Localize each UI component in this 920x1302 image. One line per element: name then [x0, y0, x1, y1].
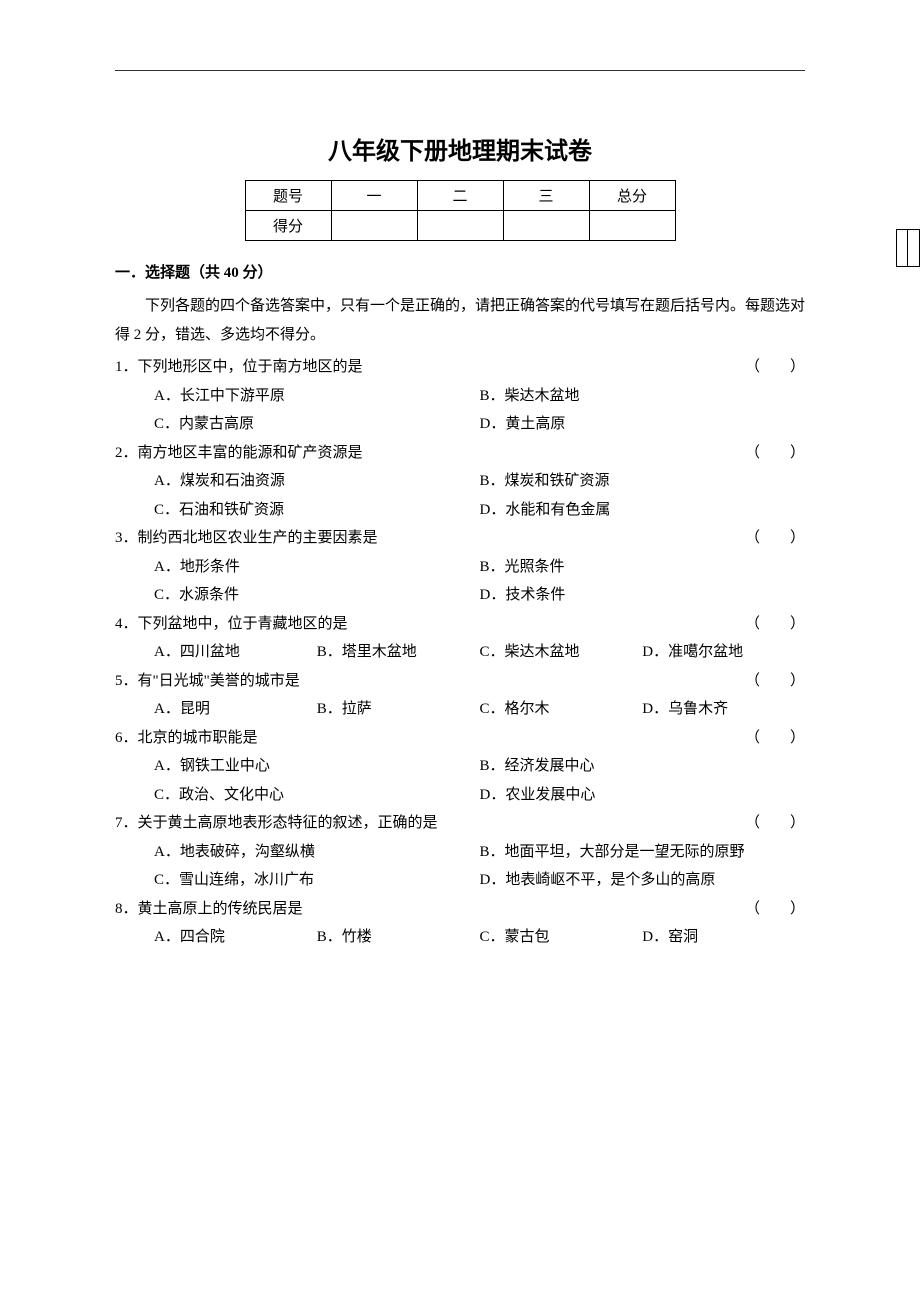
- table-row: 得分: [245, 211, 675, 241]
- answer-blank[interactable]: （ ）: [745, 524, 805, 553]
- question-6: 6．北京的城市职能是 （ ） A．钢铁工业中心 B．经济发展中心 C．政治、文化…: [115, 724, 805, 810]
- option-b: B．地面平坦，大部分是一望无际的原野: [480, 838, 806, 867]
- question-stem: 8．黄土高原上的传统民居是: [115, 895, 745, 924]
- question-stem: 7．关于黄土高原地表形态特征的叙述，正确的是: [115, 809, 745, 838]
- question-stem: 4．下列盆地中，位于青藏地区的是: [115, 610, 745, 639]
- question-stem: 1．下列地形区中，位于南方地区的是: [115, 353, 745, 382]
- answer-blank[interactable]: （ ）: [745, 667, 805, 696]
- score-blank[interactable]: [417, 211, 503, 241]
- option-d: D．技术条件: [480, 581, 806, 610]
- option-b: B．塔里木盆地: [317, 638, 480, 667]
- score-cell: 二: [417, 181, 503, 211]
- option-d: D．乌鲁木齐: [642, 695, 805, 724]
- option-c: C．柴达木盆地: [480, 638, 643, 667]
- score-cell: 得分: [245, 211, 331, 241]
- answer-blank[interactable]: （ ）: [745, 353, 805, 382]
- option-d: D．准噶尔盆地: [642, 638, 805, 667]
- score-cell: 题号: [245, 181, 331, 211]
- question-stem: 6．北京的城市职能是: [115, 724, 745, 753]
- question-3: 3．制约西北地区农业生产的主要因素是 （ ） A．地形条件 B．光照条件 C．水…: [115, 524, 805, 610]
- option-b: B．经济发展中心: [480, 752, 806, 781]
- option-a: A．地表破碎，沟壑纵横: [154, 838, 480, 867]
- side-bracket-box: [896, 229, 920, 267]
- option-d: D．窑洞: [642, 923, 805, 952]
- option-c: C．石油和铁矿资源: [154, 496, 480, 525]
- question-1: 1．下列地形区中，位于南方地区的是 （ ） A．长江中下游平原 B．柴达木盆地 …: [115, 353, 805, 439]
- score-cell: 一: [331, 181, 417, 211]
- score-blank[interactable]: [589, 211, 675, 241]
- top-rule: [115, 70, 805, 71]
- option-c: C．雪山连绵，冰川广布: [154, 866, 480, 895]
- question-4: 4．下列盆地中，位于青藏地区的是 （ ） A．四川盆地 B．塔里木盆地 C．柴达…: [115, 610, 805, 667]
- option-a: A．四川盆地: [154, 638, 317, 667]
- question-2: 2．南方地区丰富的能源和矿产资源是 （ ） A．煤炭和石油资源 B．煤炭和铁矿资…: [115, 439, 805, 525]
- option-b: B．柴达木盆地: [480, 382, 806, 411]
- option-b: B．光照条件: [480, 553, 806, 582]
- option-c: C．内蒙古高原: [154, 410, 480, 439]
- option-c: C．格尔木: [480, 695, 643, 724]
- table-row: 题号 一 二 三 总分: [245, 181, 675, 211]
- answer-blank[interactable]: （ ）: [745, 895, 805, 924]
- option-c: C．蒙古包: [480, 923, 643, 952]
- question-stem: 3．制约西北地区农业生产的主要因素是: [115, 524, 745, 553]
- question-5: 5．有"日光城"美誉的城市是 （ ） A．昆明 B．拉萨 C．格尔木 D．乌鲁木…: [115, 667, 805, 724]
- score-blank[interactable]: [503, 211, 589, 241]
- option-b: B．煤炭和铁矿资源: [480, 467, 806, 496]
- score-blank[interactable]: [331, 211, 417, 241]
- option-a: A．地形条件: [154, 553, 480, 582]
- section-heading: 一．选择题（共 40 分）: [115, 261, 805, 282]
- option-a: A．煤炭和石油资源: [154, 467, 480, 496]
- option-d: D．黄土高原: [480, 410, 806, 439]
- option-b: B．竹楼: [317, 923, 480, 952]
- option-a: A．钢铁工业中心: [154, 752, 480, 781]
- option-d: D．农业发展中心: [480, 781, 806, 810]
- option-c: C．政治、文化中心: [154, 781, 480, 810]
- option-d: D．地表崎岖不平，是个多山的高原: [480, 866, 806, 895]
- option-a: A．四合院: [154, 923, 317, 952]
- option-d: D．水能和有色金属: [480, 496, 806, 525]
- option-c: C．水源条件: [154, 581, 480, 610]
- option-a: A．长江中下游平原: [154, 382, 480, 411]
- option-b: B．拉萨: [317, 695, 480, 724]
- option-a: A．昆明: [154, 695, 317, 724]
- page-title: 八年级下册地理期末试卷: [115, 131, 805, 166]
- section-instruction: 下列各题的四个备选答案中，只有一个是正确的，请把正确答案的代号填写在题后括号内。…: [115, 292, 805, 349]
- score-cell: 总分: [589, 181, 675, 211]
- answer-blank[interactable]: （ ）: [745, 724, 805, 753]
- question-8: 8．黄土高原上的传统民居是 （ ） A．四合院 B．竹楼 C．蒙古包 D．窑洞: [115, 895, 805, 952]
- answer-blank[interactable]: （ ）: [745, 610, 805, 639]
- score-table: 题号 一 二 三 总分 得分: [245, 180, 676, 241]
- answer-blank[interactable]: （ ）: [745, 809, 805, 838]
- question-stem: 2．南方地区丰富的能源和矿产资源是: [115, 439, 745, 468]
- answer-blank[interactable]: （ ）: [745, 439, 805, 468]
- question-stem: 5．有"日光城"美誉的城市是: [115, 667, 745, 696]
- exam-page: 八年级下册地理期末试卷 题号 一 二 三 总分 得分 一．选择题（共 40 分）…: [0, 0, 920, 992]
- question-7: 7．关于黄土高原地表形态特征的叙述，正确的是 （ ） A．地表破碎，沟壑纵横 B…: [115, 809, 805, 895]
- score-cell: 三: [503, 181, 589, 211]
